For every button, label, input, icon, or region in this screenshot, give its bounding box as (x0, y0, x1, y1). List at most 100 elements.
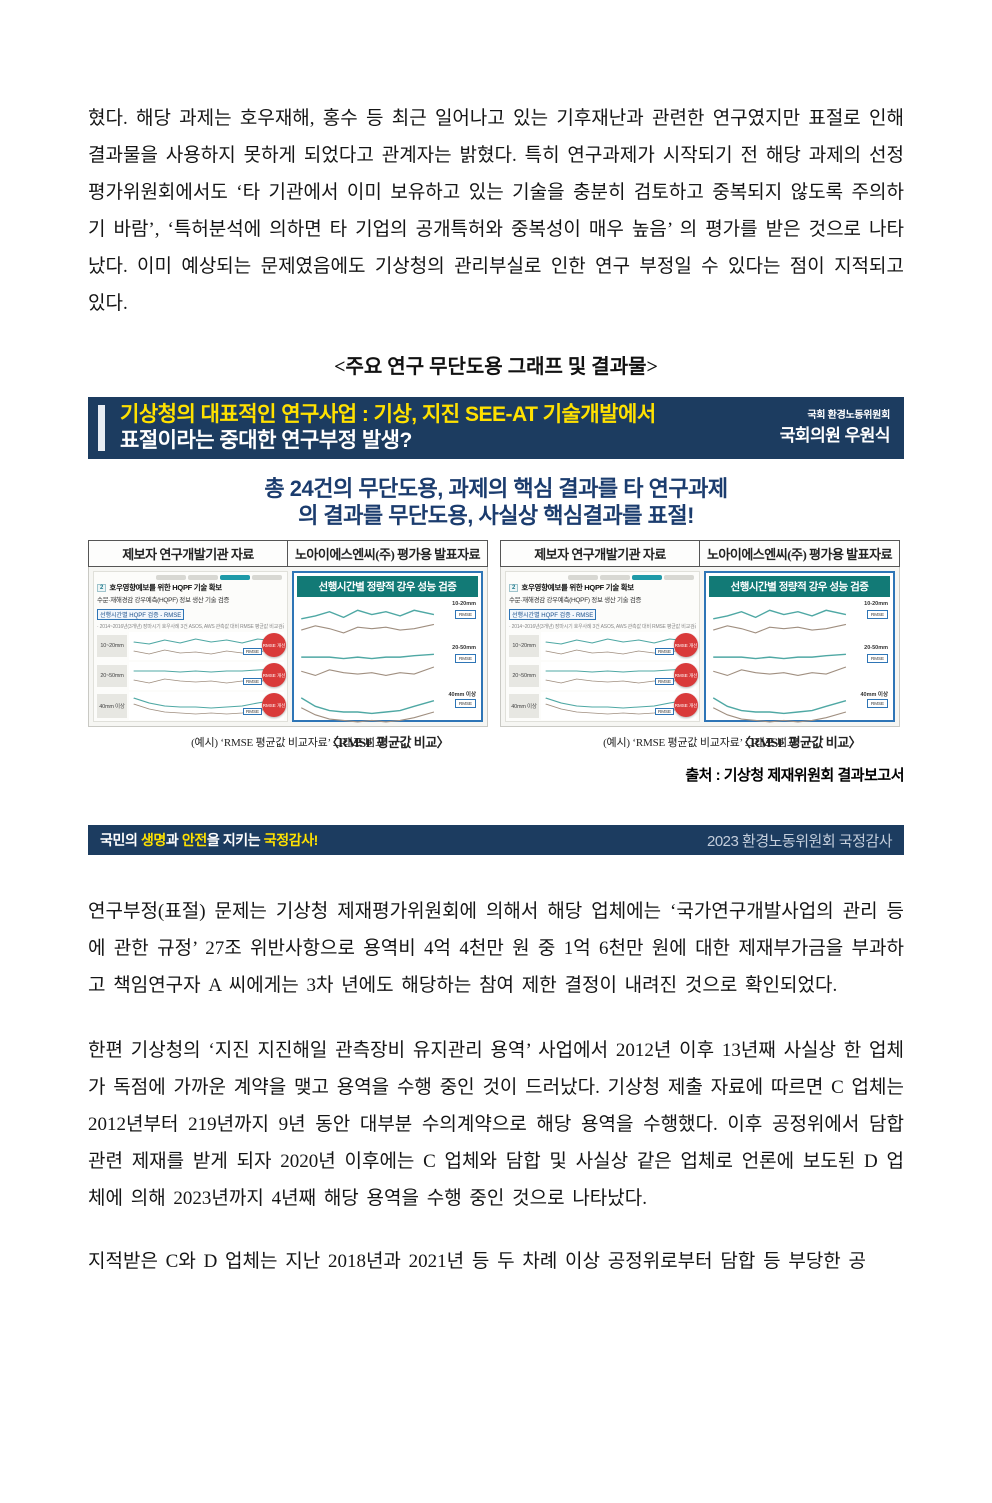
headline-line2: 의 결과를 무단도용, 사실상 핵심결과를 표절! (298, 503, 694, 528)
page: 혔다. 해당 과제는 호우재해, 홍수 등 최근 일어나고 있는 기후재난과 관… (0, 100, 992, 1280)
figure-captions: (예시) ‘RMSE 평균값 비교자료’ 그래프 비교 (예시) ‘RMSE 평… (88, 734, 904, 750)
line-chart-svg (545, 697, 689, 715)
banner-org-block: 국회 환경노동위원회 국회의원 우원식 (779, 406, 891, 446)
legend-chip: RMSE (654, 648, 674, 655)
legend-chip: RMSE (242, 708, 262, 715)
eval-chart-row-1: 10-20mm RMSE (709, 599, 890, 641)
eval-chart-row-2: 20-50mm RMSE (297, 643, 478, 685)
reporter-slide-panel: 2 호우영향예보를 위한 HQPF 기술 확보 수문·재해경감 강우예측(HQP… (93, 571, 288, 722)
rmse-chart-row-3: 40mm 이상 RMSE RMSE 개선 (509, 692, 698, 720)
line-chart: RMSE (129, 662, 284, 690)
rmse-improve-badge: RMSE 개선 (262, 633, 286, 657)
slide-tab (600, 575, 630, 580)
rain-band-label: 20~50mm (97, 665, 127, 687)
line-chart-svg (300, 696, 435, 723)
legend-chip: RMSE (654, 708, 674, 715)
line-chart: RMSE (129, 692, 284, 720)
header-evaluation-material: 노아이에스엔씨(주) 평가용 발표자료 (706, 547, 893, 562)
rmse-chart-row-2: 20~50mm RMSE RMSE 개선 (509, 662, 698, 690)
banner-org-committee: 국회 환경노동위원회 (807, 410, 890, 421)
slide-check-label: 선행시간별 HQPF 검증 - RMSE (97, 609, 185, 620)
figure-group-body: 2 호우영향예보를 위한 HQPF 기술 확보 수문·재해경감 강우예측(HQP… (500, 567, 900, 750)
line-chart-svg (545, 638, 689, 655)
slide-bullet: 수문·재해경감 강우예측(HQPF) 정보 생산 기술 검증 (509, 597, 642, 604)
line-chart-svg (133, 668, 277, 684)
eval-chart-row-1: 10-20mm RMSE (297, 599, 478, 641)
header-evaluation-material: 노아이에스엔씨(주) 평가용 발표자료 (294, 547, 481, 562)
line-chart: RMSE (541, 662, 696, 690)
paragraph-1: 혔다. 해당 과제는 호우재해, 홍수 등 최근 일어나고 있는 기후재난과 관… (88, 108, 904, 314)
rmse-improve-badge: RMSE 개선 (674, 633, 698, 657)
banner-title-line1: 기상청의 대표적인 연구사업 : 기상, 지진 SEE-AT 기술개발에서 (120, 403, 656, 426)
paragraph-4: 지적받은 C와 D 업체는 지난 2018년과 2021년 등 두 차례 이상 … (88, 1251, 867, 1272)
rain-band-label: 20-50mm (452, 645, 476, 652)
rmse-chart-row-1: 10~20mm RMSE RMSE 개선 (97, 632, 286, 660)
eval-chart-row-2: 20-50mm RMSE (709, 643, 890, 685)
legend-chip: RMSE (654, 678, 674, 685)
line-chart-svg (712, 696, 847, 723)
headline-line1: 총 24건의 무단도용, 과제의 핵심 결과를 타 연구과제 (264, 476, 728, 501)
source-attribution: 출처 : 기상청 제재위원회 결과보고서 (685, 767, 904, 784)
header-reporter-material: 제보자 연구개발기관 자료 (89, 541, 288, 566)
rain-band-label: 40mm 이상 (448, 691, 476, 698)
line-chart: RMSE (541, 692, 696, 720)
slide-tab (252, 575, 282, 580)
figure-group-header: 제보자 연구개발기관 자료 노아이에스엔씨(주) 평가용 발표자료 (88, 540, 488, 567)
slogan-segment-highlight: 국정감사! (263, 832, 319, 848)
rain-band-label: 40mm 이상 (860, 691, 888, 698)
reporter-slide-panel: 2 호우영향예보를 위한 HQPF 기술 확보 수문·재해경감 강우예측(HQP… (505, 571, 700, 722)
infographic-banner: 기상청의 대표적인 연구사업 : 기상, 지진 SEE-AT 기술개발에서 표절… (88, 397, 904, 459)
slide-tab-strip (523, 575, 694, 580)
slide-tab-active (632, 575, 662, 580)
slide-number-tag: 2 (509, 583, 519, 592)
slide-note: · 2014~2016년(3개년) 장마시기 호우사례 3건 ASOS, AWS… (97, 624, 284, 630)
slide-tab (188, 575, 218, 580)
slogan-segment-highlight: 안전 (181, 832, 207, 848)
slogan-segment-highlight: 생명 (140, 832, 166, 848)
rmse-average-comparison-label: 〈RMSE 평균값 비교〉 (325, 735, 450, 751)
line-chart-svg (133, 638, 277, 655)
slogan-segment: 을 지키는 (206, 832, 264, 848)
slide-title-row: 2 호우영향예보를 위한 HQPF 기술 확보 (509, 582, 696, 593)
slogan-segment: 국민의 (100, 832, 141, 848)
figure-caption-2: (예시) ‘RMSE 평균값 비교자료’ 그래프 비교 (603, 737, 797, 749)
header-reporter-material: 제보자 연구개발기관 자료 (501, 541, 700, 566)
figure-caption-1: (예시) ‘RMSE 평균값 비교자료’ 그래프 비교 (191, 737, 385, 749)
rain-band-label: 20-50mm (864, 645, 888, 652)
slide-note: · 2014~2016년(3개년) 장마시기 호우사례 3건 ASOS, AWS… (509, 624, 696, 630)
line-chart-svg (133, 697, 277, 715)
rain-band-label: 10~20mm (97, 635, 127, 657)
figure-group-body: 2 호우영향예보를 위한 HQPF 기술 확보 수문·재해경감 강우예측(HQP… (88, 567, 488, 750)
evaluation-panel: 선행시간별 정량적 강우 성능 검증 10-20mm RMSE (292, 571, 483, 750)
figure-section-caption: <주요 연구 무단도용 그래프 및 결과물> (334, 356, 658, 378)
line-chart-svg (713, 653, 847, 677)
infographic-headline: 총 24건의 무단도용, 과제의 핵심 결과를 타 연구과제 의 결과를 무단도… (88, 475, 904, 529)
footer-slogan: 국민의 생명과 안전을 지키는 국정감사! (100, 830, 318, 850)
legend-chip: RMSE (866, 654, 888, 664)
infographic-footer-bar: 국민의 생명과 안전을 지키는 국정감사! 2023 환경노동위원회 국정감사 (88, 825, 904, 855)
line-chart-svg (301, 609, 435, 634)
rmse-average-comparison-label: 〈RMSE 평균값 비교〉 (737, 735, 862, 751)
paragraph-3: 한편 기상청의 ‘지진 지진해일 관측장비 유지관리 용역’ 사업에서 2012… (88, 1040, 904, 1209)
banner-accent-bar (98, 405, 105, 451)
figure-group-1: 제보자 연구개발기관 자료 노아이에스엔씨(주) 평가용 발표자료 2 (88, 540, 488, 750)
banner-org-member-name: 국회의원 우원식 (779, 426, 891, 445)
rain-band-label: 10-20mm (864, 601, 888, 607)
legend-chip: RMSE (866, 698, 888, 708)
slide-tab (568, 575, 598, 580)
evaluation-panel-title: 선행시간별 정량적 강우 성능 검증 (297, 576, 478, 597)
legend-chip: RMSE (454, 698, 476, 708)
infographic-card: 기상청의 대표적인 연구사업 : 기상, 지진 SEE-AT 기술개발에서 표절… (88, 397, 905, 855)
rain-band-label: 10-20mm (452, 601, 476, 607)
rain-band-label: 10~20mm (509, 635, 539, 657)
eval-chart-row-3: 40mm 이상 RMSE (297, 688, 478, 730)
rmse-chart-row-2: 20~50mm RMSE RMSE 개선 (97, 662, 286, 690)
legend-chip: RMSE (866, 610, 888, 619)
legend-chip: RMSE (242, 648, 262, 655)
slide-bullet: 수문·재해경감 강우예측(HQPF) 정보 생산 기술 검증 (97, 597, 230, 604)
paragraph-2: 연구부정(표절) 문제는 기상청 제재평가위원회에 의해서 해당 업체에는 ‘국… (88, 901, 904, 996)
slogan-segment: 과 (165, 832, 182, 848)
rmse-improve-badge: RMSE 개선 (262, 663, 286, 687)
banner-title-line2: 표절이라는 중대한 연구부정 발생? (120, 429, 412, 452)
rmse-improve-badge: RMSE 개선 (674, 693, 698, 717)
